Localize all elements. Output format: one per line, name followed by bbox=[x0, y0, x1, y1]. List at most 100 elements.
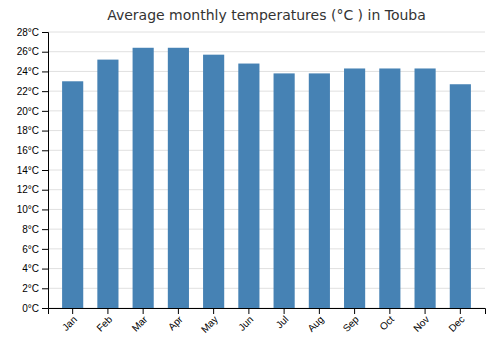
x-tick: Sep bbox=[341, 308, 362, 334]
bar bbox=[344, 68, 365, 308]
x-tick: Jun bbox=[236, 308, 255, 333]
y-tick-label: 10°C bbox=[17, 204, 39, 215]
y-tick-mark bbox=[42, 269, 48, 270]
x-tick-label: Apr bbox=[166, 313, 185, 332]
y-tick-label: 6°C bbox=[22, 244, 39, 255]
bars bbox=[62, 48, 471, 308]
bar bbox=[203, 55, 224, 308]
x-tick: Jul bbox=[274, 308, 291, 330]
plot-area: 0°C 2°C 4°C 6°C 8°C 10°C 12°C 14°C 16°C 18°C 20°C 2… bbox=[17, 27, 486, 335]
x-tick-label: Aug bbox=[305, 314, 325, 334]
x-tick-mark bbox=[284, 308, 285, 314]
y-tick-mark bbox=[42, 308, 48, 309]
x-tick-label: Sep bbox=[341, 313, 362, 334]
bar bbox=[133, 48, 154, 308]
x-tick-label: Oct bbox=[377, 314, 396, 333]
y-tick: 2°C bbox=[22, 283, 48, 294]
y-tick-label: 2°C bbox=[22, 283, 39, 294]
bar bbox=[450, 84, 471, 308]
x-tick: Dec bbox=[446, 308, 466, 334]
x-tick-mark bbox=[425, 308, 426, 314]
bar bbox=[97, 60, 118, 308]
x-tick: Aug bbox=[305, 308, 325, 334]
x-tick-mark bbox=[143, 308, 144, 314]
bar bbox=[379, 68, 400, 308]
y-tick: 6°C bbox=[22, 244, 48, 255]
y-tick-mark bbox=[42, 288, 48, 289]
x-tick-mark bbox=[354, 308, 355, 314]
bar bbox=[168, 48, 189, 308]
y-tick: 10°C bbox=[17, 204, 48, 215]
y-tick-mark bbox=[42, 209, 48, 210]
y-tick: 28°C bbox=[17, 27, 48, 38]
y-axis-line bbox=[42, 33, 49, 309]
title: Average monthly temperatures (°C ) in To… bbox=[107, 7, 426, 23]
y-tick-mark bbox=[42, 150, 48, 151]
y-tick-mark bbox=[42, 91, 48, 92]
y-tick: 22°C bbox=[17, 86, 48, 97]
y-tick-label: 26°C bbox=[17, 46, 39, 57]
y-tick-label: 14°C bbox=[17, 165, 39, 176]
y-tick-label: 0°C bbox=[22, 303, 39, 314]
y-tick: 8°C bbox=[22, 224, 48, 235]
y-tick-label: 8°C bbox=[22, 224, 39, 235]
bar bbox=[415, 68, 436, 308]
x-axis: Jan Feb Mar Apr May Jun Jul Aug Sep Oct Nov Dec bbox=[49, 308, 486, 335]
chart: 0°C 2°C 4°C 6°C 8°C 10°C 12°C 14°C 16°C 18°C 20°C 2… bbox=[0, 0, 500, 350]
x-tick-mark bbox=[460, 308, 461, 314]
x-tick-mark bbox=[248, 308, 249, 314]
x-tick-label: May bbox=[199, 314, 220, 335]
y-tick: 14°C bbox=[17, 165, 48, 176]
x-tick-mark bbox=[72, 308, 73, 314]
x-tick: Oct bbox=[377, 308, 396, 332]
y-tick: 24°C bbox=[17, 66, 48, 77]
y-tick-label: 20°C bbox=[17, 106, 39, 117]
y-tick-label: 12°C bbox=[17, 184, 39, 195]
bar bbox=[62, 81, 83, 308]
y-tick-mark bbox=[42, 32, 48, 33]
bar bbox=[274, 73, 295, 308]
y-tick-mark bbox=[42, 229, 48, 230]
grid-line bbox=[48, 32, 485, 33]
y-tick: 0°C bbox=[22, 303, 48, 314]
y-tick-label: 18°C bbox=[17, 125, 39, 136]
y-tick-label: 24°C bbox=[17, 66, 39, 77]
grid-line bbox=[48, 51, 485, 52]
y-axis: 0°C 2°C 4°C 6°C 8°C 10°C 12°C 14°C 16°C 18°C 20°C 2… bbox=[17, 27, 49, 314]
y-tick: 18°C bbox=[17, 125, 48, 136]
x-tick: Nov bbox=[411, 308, 431, 334]
y-tick-mark bbox=[42, 52, 48, 53]
x-tick-label: Jan bbox=[60, 314, 79, 333]
y-tick-mark bbox=[42, 190, 48, 191]
x-tick-mark bbox=[107, 308, 108, 314]
x-tick: Jan bbox=[60, 308, 79, 333]
x-tick-mark bbox=[213, 308, 214, 314]
x-tick-label: Dec bbox=[446, 314, 466, 334]
x-tick: May bbox=[199, 308, 220, 335]
x-tick: Feb bbox=[94, 308, 114, 334]
y-tick-mark bbox=[42, 170, 48, 171]
y-tick-label: 28°C bbox=[17, 27, 39, 38]
bar bbox=[309, 73, 330, 308]
y-tick: 12°C bbox=[17, 184, 48, 195]
x-tick-label: Jun bbox=[236, 314, 255, 333]
y-tick-label: 16°C bbox=[17, 145, 39, 156]
x-tick-label: Jul bbox=[274, 314, 291, 331]
x-axis-line bbox=[49, 309, 486, 315]
bar bbox=[238, 64, 259, 308]
grid bbox=[48, 32, 485, 308]
y-tick-mark bbox=[42, 111, 48, 112]
y-tick: 16°C bbox=[17, 145, 48, 156]
x-tick-label: Mar bbox=[130, 313, 150, 333]
y-tick-mark bbox=[42, 249, 48, 250]
y-tick-mark bbox=[42, 131, 48, 132]
y-tick: 26°C bbox=[17, 46, 48, 57]
x-tick-mark bbox=[178, 308, 179, 314]
x-tick-label: Feb bbox=[94, 313, 114, 333]
x-tick: Apr bbox=[166, 308, 185, 332]
y-tick-label: 22°C bbox=[17, 86, 39, 97]
x-tick-mark bbox=[389, 308, 390, 314]
x-tick-mark bbox=[319, 308, 320, 314]
x-tick: Mar bbox=[130, 308, 150, 334]
y-tick: 4°C bbox=[22, 263, 48, 274]
